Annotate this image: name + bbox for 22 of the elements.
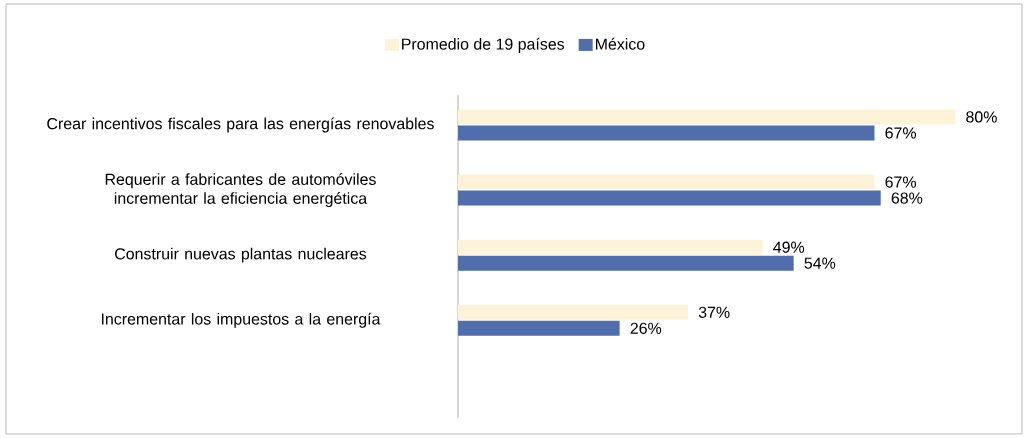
y-tick-label: Incrementar los impuestos a la energía bbox=[101, 312, 381, 328]
bar bbox=[458, 174, 875, 190]
bar bbox=[458, 304, 688, 320]
y-tick-label: Requerir a fabricantes de automóviles incrementar la eficiencia energética bbox=[105, 173, 376, 208]
legend-label: Promedio de 19 países bbox=[402, 37, 565, 53]
bar bbox=[458, 255, 794, 271]
data-label: 67% bbox=[885, 176, 917, 188]
data-label: 49% bbox=[773, 241, 805, 253]
data-label: 54% bbox=[804, 257, 836, 269]
data-label: 26% bbox=[630, 322, 662, 334]
legend-label: México bbox=[595, 37, 645, 50]
y-tick-label: Construir nuevas plantas nucleares bbox=[115, 247, 367, 263]
y-tick-label: Crear incentivos fiscales para las energías renovables bbox=[47, 117, 434, 133]
bar bbox=[458, 109, 956, 125]
bar bbox=[458, 320, 620, 336]
data-label: 68% bbox=[891, 192, 923, 204]
data-label: 37% bbox=[698, 306, 730, 318]
data-label: 80% bbox=[966, 111, 997, 123]
bar bbox=[458, 190, 881, 206]
bar bbox=[458, 125, 875, 141]
data-label: 67% bbox=[885, 127, 917, 139]
bar bbox=[458, 239, 763, 255]
